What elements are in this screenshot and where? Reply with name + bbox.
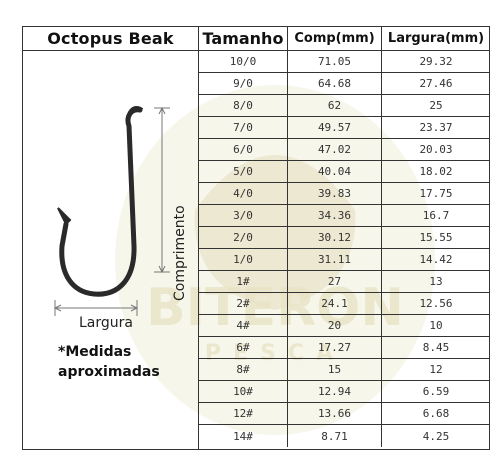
cell-size: 1# [199, 271, 288, 292]
table-row: 6/0 47.02 20.03 [199, 139, 490, 161]
length-label: Comprimento [172, 205, 188, 301]
hook-illustration [53, 106, 170, 316]
cell-width: 16.7 [422, 209, 450, 222]
product-title: Octopus Beak [22, 26, 199, 51]
table-row: 3/0 34.36 16.7 [199, 205, 490, 227]
table-row: 10/0 71.05 29.32 [199, 51, 490, 73]
cell-length: 8.71 [288, 425, 382, 447]
cell-size: 1/0 [199, 249, 288, 270]
cell-size: 10# [199, 381, 288, 402]
hook-point [57, 207, 72, 226]
table-row: 4# 20 10 [199, 315, 490, 337]
cell-width: 6.59 [422, 385, 450, 398]
cell-size: 8/0 [199, 95, 288, 116]
cell-size: 6/0 [199, 139, 288, 160]
cell-width: 23.37 [419, 121, 453, 134]
cell-length: 71.05 [288, 51, 382, 72]
cell-size: 12# [199, 403, 288, 424]
cell-length: 31.11 [288, 249, 382, 270]
cell-size: 3/0 [199, 205, 288, 226]
cell-length: 17.27 [288, 337, 382, 358]
cell-length: 30.12 [288, 227, 382, 248]
hook-eye [126, 106, 144, 127]
table-row: 12# 13.66 6.68 [199, 403, 490, 425]
cell-length: 64.68 [288, 73, 382, 94]
cell-width: 12.56 [419, 297, 453, 310]
cell-width: 27.46 [419, 77, 453, 90]
cell-size: 5/0 [199, 161, 288, 182]
cell-size: 14# [199, 425, 288, 447]
table-row: 2# 24.1 12.56 [199, 293, 490, 315]
cell-size: 6# [199, 337, 288, 358]
cell-width: 8.45 [422, 341, 450, 354]
table-row: 6# 17.27 8.45 [199, 337, 490, 359]
cell-size: 2/0 [199, 227, 288, 248]
header-size: Tamanho [199, 26, 288, 50]
cell-width: 17.75 [419, 187, 453, 200]
width-label: Largura [79, 315, 133, 331]
cell-length: 40.04 [288, 161, 382, 182]
cell-width: 29.32 [419, 55, 453, 68]
cell-length: 27 [288, 271, 382, 292]
cell-length: 20 [288, 315, 382, 336]
table-body: 10/0 71.05 29.32 9/0 64.68 27.46 8/0 62 25 7/0 49.… [199, 51, 490, 447]
table-row: 7/0 49.57 23.37 [199, 117, 490, 139]
cell-size: 7/0 [199, 117, 288, 138]
table-frame [22, 26, 490, 450]
cell-length: 47.02 [288, 139, 382, 160]
cell-width: 25 [429, 99, 443, 112]
table-header: Tamanho Comp(mm) Largura(mm) [199, 26, 490, 51]
hook-shape [59, 107, 143, 297]
cell-width: 6.68 [422, 407, 450, 420]
cell-size: 10/0 [199, 51, 288, 72]
cell-size: 2# [199, 293, 288, 314]
cell-length: 49.57 [288, 117, 382, 138]
table-row: 1/0 31.11 14.42 [199, 249, 490, 271]
cell-size: 4# [199, 315, 288, 336]
table-row: 5/0 40.04 18.02 [199, 161, 490, 183]
header-length: Comp(mm) [288, 26, 382, 50]
table-row: 9/0 64.68 27.46 [199, 73, 490, 95]
cell-width: 4.25 [422, 429, 450, 443]
cell-width: 15.55 [419, 231, 453, 244]
cell-width: 20.03 [419, 143, 453, 156]
cell-width: 10 [429, 319, 443, 332]
table-row: 14# 8.71 4.25 [199, 425, 490, 447]
size-table: Tamanho Comp(mm) Largura(mm) 10/0 71.05 29… [199, 26, 490, 447]
cell-length: 24.1 [288, 293, 382, 314]
cell-size: 8# [199, 359, 288, 380]
cell-width: 14.42 [419, 253, 453, 266]
cell-size: 9/0 [199, 73, 288, 94]
note-line-2: aproximadas [58, 364, 160, 380]
note-line-1: *Medidas [58, 344, 132, 360]
cell-width: 12 [429, 363, 443, 376]
approx-note: *Medidas aproximadas [58, 342, 208, 382]
cell-length: 13.66 [288, 403, 382, 424]
cell-length: 34.36 [288, 205, 382, 226]
table-row: 1# 27 13 [199, 271, 490, 293]
cell-length: 39.83 [288, 183, 382, 204]
cell-length: 12.94 [288, 381, 382, 402]
cell-size: 4/0 [199, 183, 288, 204]
cell-width: 18.02 [419, 165, 453, 178]
cell-width: 13 [429, 275, 443, 288]
table-row: 2/0 30.12 15.55 [199, 227, 490, 249]
cell-length: 62 [288, 95, 382, 116]
hook-diagram-panel: Octopus Beak Comprimento Largura *Medida… [22, 26, 199, 450]
table-row: 10# 12.94 6.59 [199, 381, 490, 403]
table-row: 8/0 62 25 [199, 95, 490, 117]
header-width: Largura(mm) [387, 30, 485, 46]
table-row: 8# 15 12 [199, 359, 490, 381]
cell-length: 15 [288, 359, 382, 380]
table-row: 4/0 39.83 17.75 [199, 183, 490, 205]
